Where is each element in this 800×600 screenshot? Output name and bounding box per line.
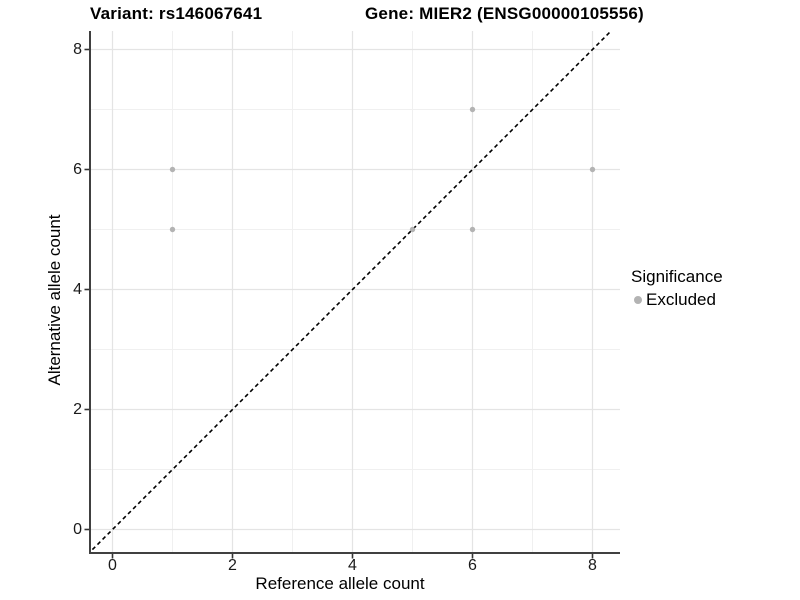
excluded-point-icon [634,296,642,304]
data-point [169,226,176,233]
data-point [469,106,476,113]
y-tick-label: 6 [73,160,82,178]
x-axis-title: Reference allele count [255,574,425,593]
plot-title-variant: Variant: rs146067641 [90,4,263,23]
y-tick-label: 0 [73,520,82,538]
data-point [589,166,596,173]
x-tick-label: 0 [108,557,117,574]
y-tick-label: 2 [73,400,82,418]
x-tick-label: 2 [228,557,237,574]
x-tick-label: 6 [468,557,477,574]
y-tick-label: 8 [73,40,82,58]
data-point [409,226,416,233]
legend-item-label: Excluded [646,290,716,309]
x-tick-label: 4 [348,557,357,574]
x-tick-label: 8 [588,557,597,574]
data-point [469,226,476,233]
legend-title: Significance [631,267,723,286]
y-axis-title: Alternative allele count [45,214,64,386]
identity-line [90,31,613,553]
data-point [169,166,176,173]
y-tick-label: 4 [73,280,82,298]
legend: Significance Excluded [631,267,723,310]
legend-item-excluded: Excluded [631,290,723,310]
plot-title-gene: Gene: MIER2 (ENSG00000105556) [365,4,644,23]
